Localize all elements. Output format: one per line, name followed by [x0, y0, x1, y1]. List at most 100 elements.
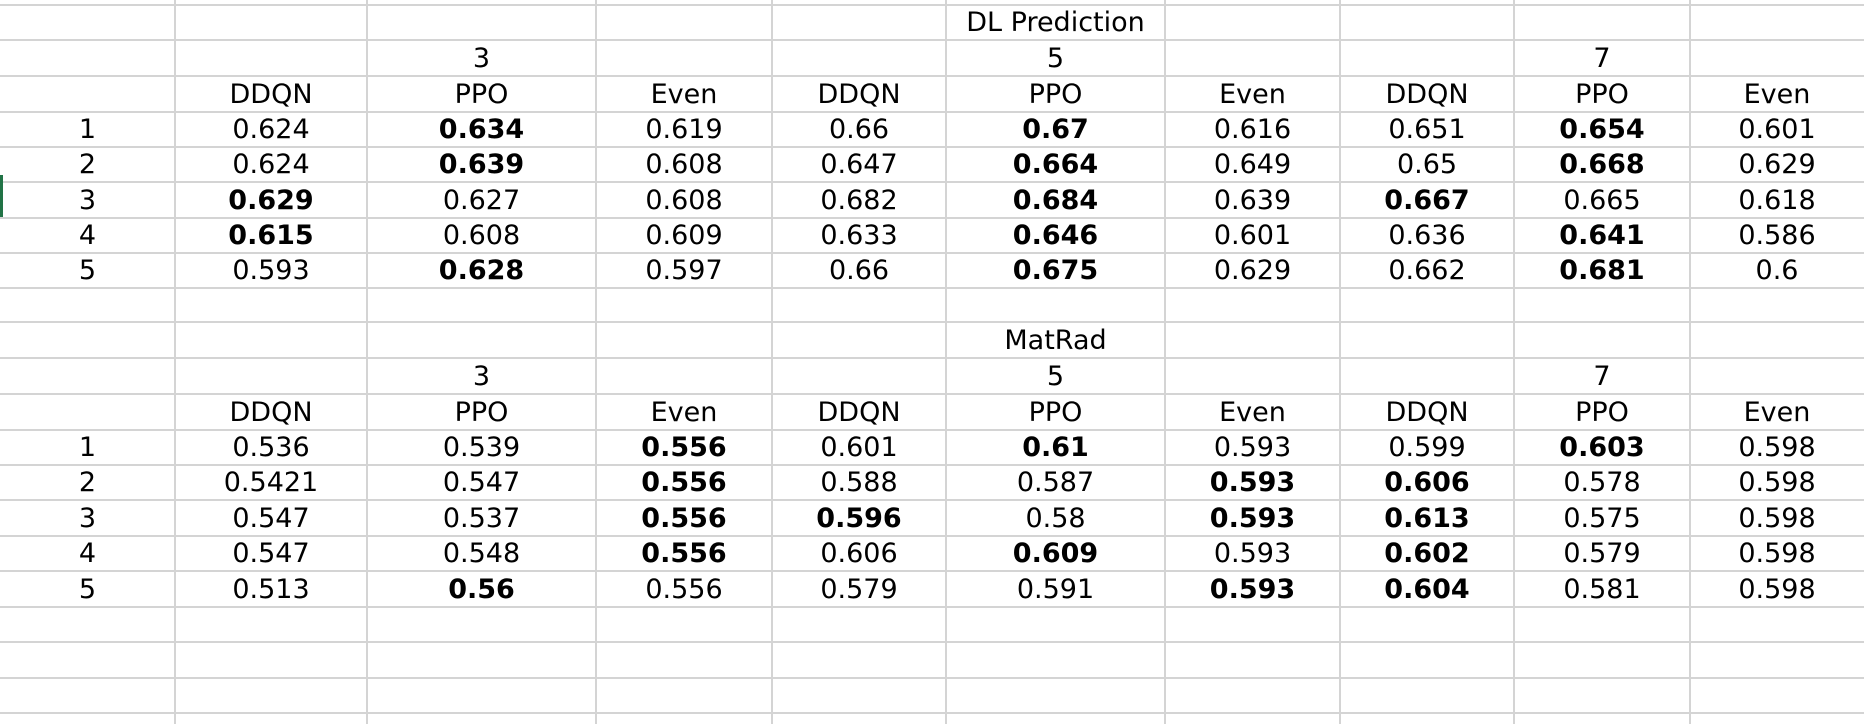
value-cell[interactable]: 0.601	[1213, 220, 1292, 251]
method-header[interactable]: PPO	[1028, 78, 1083, 110]
group-header[interactable]: 5	[1046, 360, 1065, 392]
row-label[interactable]: 3	[78, 502, 97, 534]
method-header[interactable]: DDQN	[1385, 78, 1469, 110]
value-cell[interactable]: 0.634	[438, 114, 525, 145]
value-cell[interactable]: 0.613	[1384, 502, 1470, 534]
value-cell[interactable]: 0.649	[1213, 149, 1292, 180]
value-cell[interactable]: 0.537	[442, 502, 521, 534]
value-cell[interactable]: 0.601	[820, 432, 898, 463]
row-label[interactable]: 4	[78, 538, 97, 569]
value-cell[interactable]: 0.646	[1012, 220, 1099, 251]
method-header[interactable]: Even	[650, 78, 718, 110]
value-cell[interactable]: 0.598	[1738, 573, 1816, 605]
value-cell[interactable]: 0.593	[1209, 502, 1296, 534]
value-cell[interactable]: 0.619	[645, 114, 723, 145]
value-cell[interactable]: 0.547	[442, 467, 521, 498]
value-cell[interactable]: 0.629	[1738, 149, 1816, 180]
value-cell[interactable]: 0.593	[1213, 538, 1292, 569]
value-cell[interactable]: 0.639	[1213, 184, 1292, 216]
method-header[interactable]: PPO	[1028, 396, 1083, 428]
method-header[interactable]: Even	[1219, 396, 1286, 428]
row-label[interactable]: 1	[78, 114, 97, 145]
value-cell[interactable]: 0.556	[641, 502, 727, 534]
method-header[interactable]: PPO	[454, 396, 509, 428]
value-cell[interactable]: 0.651	[1388, 114, 1466, 145]
method-header[interactable]: DDQN	[229, 396, 313, 428]
value-cell[interactable]: 0.681	[1559, 255, 1645, 286]
row-label[interactable]: 1	[78, 432, 97, 463]
value-cell[interactable]: 0.662	[1388, 255, 1466, 286]
value-cell[interactable]: 0.629	[1213, 255, 1292, 286]
row-label[interactable]: 4	[78, 220, 97, 251]
value-cell[interactable]: 0.556	[645, 573, 723, 605]
value-cell[interactable]: 0.664	[1012, 149, 1099, 180]
value-cell[interactable]: 0.591	[1016, 573, 1095, 605]
value-cell[interactable]: 0.593	[1209, 573, 1296, 605]
row-label[interactable]: 3	[78, 184, 97, 216]
method-header[interactable]: Even	[1743, 78, 1811, 110]
value-cell[interactable]: 0.588	[820, 467, 898, 498]
row-label[interactable]: 2	[78, 149, 97, 180]
value-cell[interactable]: 0.636	[1388, 220, 1466, 251]
table-title[interactable]: MatRad	[1004, 324, 1107, 356]
value-cell[interactable]: 0.629	[228, 184, 314, 216]
value-cell[interactable]: 0.547	[232, 538, 310, 569]
method-header[interactable]: DDQN	[817, 78, 901, 110]
value-cell[interactable]: 0.668	[1559, 149, 1645, 180]
method-header[interactable]: DDQN	[229, 78, 313, 110]
value-cell[interactable]: 0.604	[1384, 573, 1470, 605]
value-cell[interactable]: 0.597	[645, 255, 723, 286]
value-cell[interactable]: 0.608	[645, 184, 723, 216]
value-cell[interactable]: 0.66	[828, 255, 890, 286]
value-cell[interactable]: 0.556	[641, 432, 727, 463]
method-header[interactable]: DDQN	[1385, 396, 1469, 428]
value-cell[interactable]: 0.603	[1559, 432, 1645, 463]
value-cell[interactable]: 0.608	[442, 220, 521, 251]
value-cell[interactable]: 0.66	[828, 114, 890, 145]
value-cell[interactable]: 0.608	[645, 149, 723, 180]
value-cell[interactable]: 0.633	[820, 220, 898, 251]
value-cell[interactable]: 0.598	[1738, 467, 1816, 498]
value-cell[interactable]: 0.624	[232, 149, 310, 180]
value-cell[interactable]: 0.665	[1563, 184, 1641, 216]
value-cell[interactable]: 0.578	[1563, 467, 1641, 498]
value-cell[interactable]: 0.598	[1738, 432, 1816, 463]
value-cell[interactable]: 0.586	[1738, 220, 1816, 251]
value-cell[interactable]: 0.598	[1738, 538, 1816, 569]
value-cell[interactable]: 0.581	[1563, 573, 1641, 605]
value-cell[interactable]: 0.5421	[223, 467, 319, 498]
row-label[interactable]: 2	[78, 467, 97, 498]
value-cell[interactable]: 0.654	[1559, 114, 1645, 145]
table-title[interactable]: DL Prediction	[966, 7, 1145, 38]
value-cell[interactable]: 0.593	[1209, 467, 1296, 498]
value-cell[interactable]: 0.606	[1384, 467, 1470, 498]
method-header[interactable]: Even	[650, 396, 718, 428]
group-header[interactable]: 7	[1593, 42, 1611, 74]
value-cell[interactable]: 0.641	[1559, 220, 1645, 251]
value-cell[interactable]: 0.598	[1738, 502, 1816, 534]
group-header[interactable]: 5	[1046, 42, 1065, 74]
method-header[interactable]: Even	[1743, 396, 1811, 428]
value-cell[interactable]: 0.575	[1563, 502, 1641, 534]
value-cell[interactable]: 0.609	[645, 220, 723, 251]
value-cell[interactable]: 0.601	[1738, 114, 1816, 145]
group-header[interactable]: 3	[472, 42, 491, 74]
value-cell[interactable]: 0.513	[232, 573, 310, 605]
value-cell[interactable]: 0.58	[1025, 502, 1086, 534]
value-cell[interactable]: 0.616	[1213, 114, 1292, 145]
value-cell[interactable]: 0.556	[641, 538, 727, 569]
value-cell[interactable]: 0.615	[228, 220, 314, 251]
value-cell[interactable]: 0.579	[1563, 538, 1641, 569]
value-cell[interactable]: 0.684	[1012, 184, 1099, 216]
value-cell[interactable]: 0.639	[438, 149, 525, 180]
value-cell[interactable]: 0.536	[232, 432, 310, 463]
value-cell[interactable]: 0.593	[1213, 432, 1292, 463]
value-cell[interactable]: 0.61	[1022, 432, 1089, 463]
method-header[interactable]: PPO	[1575, 78, 1629, 110]
method-header[interactable]: PPO	[1575, 396, 1629, 428]
row-label[interactable]: 5	[78, 573, 97, 605]
value-cell[interactable]: 0.667	[1384, 184, 1470, 216]
value-cell[interactable]: 0.675	[1012, 255, 1099, 286]
value-cell[interactable]: 0.579	[820, 573, 898, 605]
